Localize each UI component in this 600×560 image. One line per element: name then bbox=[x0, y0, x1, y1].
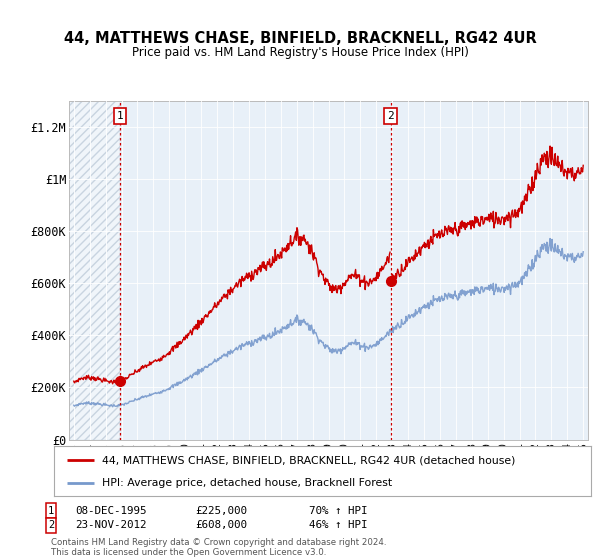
Text: £225,000: £225,000 bbox=[195, 506, 247, 516]
Text: 1: 1 bbox=[117, 111, 124, 121]
Text: 2: 2 bbox=[48, 520, 54, 530]
Text: 23-NOV-2012: 23-NOV-2012 bbox=[75, 520, 146, 530]
Text: 1: 1 bbox=[48, 506, 54, 516]
Bar bbox=[69, 101, 120, 440]
Text: 70% ↑ HPI: 70% ↑ HPI bbox=[309, 506, 367, 516]
Text: Contains HM Land Registry data © Crown copyright and database right 2024.
This d: Contains HM Land Registry data © Crown c… bbox=[51, 538, 386, 557]
Text: £608,000: £608,000 bbox=[195, 520, 247, 530]
Text: 44, MATTHEWS CHASE, BINFIELD, BRACKNELL, RG42 4UR: 44, MATTHEWS CHASE, BINFIELD, BRACKNELL,… bbox=[64, 31, 536, 46]
Text: Price paid vs. HM Land Registry's House Price Index (HPI): Price paid vs. HM Land Registry's House … bbox=[131, 46, 469, 59]
Text: 2: 2 bbox=[387, 111, 394, 121]
Text: 08-DEC-1995: 08-DEC-1995 bbox=[75, 506, 146, 516]
Text: 46% ↑ HPI: 46% ↑ HPI bbox=[309, 520, 367, 530]
Text: 44, MATTHEWS CHASE, BINFIELD, BRACKNELL, RG42 4UR (detached house): 44, MATTHEWS CHASE, BINFIELD, BRACKNELL,… bbox=[103, 455, 516, 465]
Bar bbox=[69, 101, 120, 440]
Text: HPI: Average price, detached house, Bracknell Forest: HPI: Average price, detached house, Brac… bbox=[103, 478, 392, 488]
